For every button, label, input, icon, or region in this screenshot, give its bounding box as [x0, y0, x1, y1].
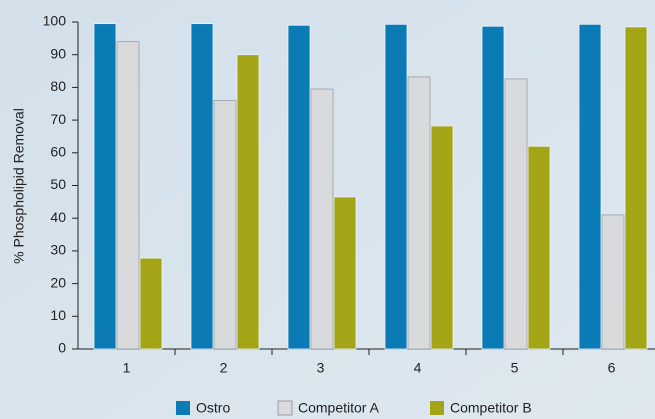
bar — [430, 125, 454, 350]
x-tick-label: 3 — [317, 360, 325, 376]
legend-label: Ostro — [196, 400, 230, 416]
y-tick-label: 0 — [58, 340, 66, 356]
bar — [236, 54, 260, 350]
bar — [481, 25, 505, 350]
y-tick-label: 70 — [50, 111, 66, 127]
bar — [333, 196, 357, 350]
x-tick-label: 6 — [608, 360, 616, 376]
y-tick-label: 40 — [50, 209, 66, 225]
bar — [624, 26, 648, 350]
bar — [139, 257, 163, 350]
bar — [504, 78, 528, 350]
legend-swatch — [277, 400, 293, 416]
x-tick-label: 5 — [511, 360, 519, 376]
bar — [578, 23, 602, 350]
legend-label: Competitor A — [298, 400, 380, 416]
y-tick-label: 60 — [50, 144, 66, 160]
bar — [407, 76, 431, 350]
y-axis-label: % Phospholipid Removal — [11, 108, 27, 264]
bar — [601, 214, 625, 350]
y-tick-label: 20 — [50, 274, 66, 290]
y-tick-label: 10 — [50, 307, 66, 323]
x-tick-label: 2 — [220, 360, 228, 376]
y-tick-label: 80 — [50, 78, 66, 94]
bar — [213, 100, 237, 350]
bar — [116, 41, 140, 350]
bar — [527, 145, 551, 350]
bar — [384, 23, 408, 350]
bar — [190, 23, 214, 350]
y-tick-label: 90 — [50, 45, 66, 61]
legend-swatch — [430, 401, 444, 415]
y-tick-label: 50 — [50, 176, 66, 192]
bar — [287, 24, 311, 350]
bar — [93, 23, 117, 350]
legend-swatch — [176, 401, 190, 415]
bar — [310, 88, 334, 350]
legend-label: Competitor B — [450, 400, 532, 416]
x-tick-label: 4 — [414, 360, 422, 376]
y-tick-label: 30 — [50, 242, 66, 258]
y-tick-label: 100 — [43, 13, 67, 29]
x-tick-label: 1 — [123, 360, 131, 376]
